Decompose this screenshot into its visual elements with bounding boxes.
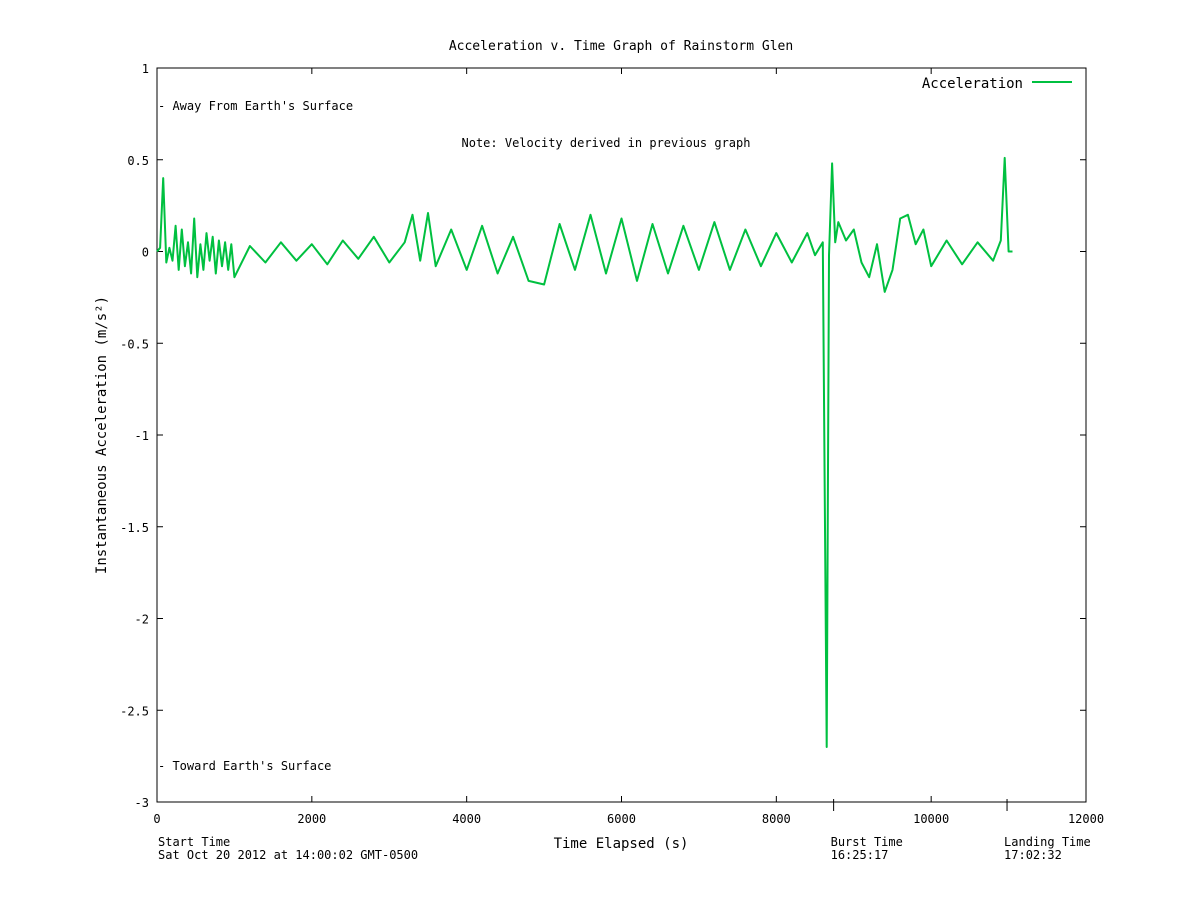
y-tick-label: 1 bbox=[142, 62, 149, 76]
burst-time-label: Burst Time bbox=[831, 835, 903, 849]
x-tick-label: 4000 bbox=[452, 812, 481, 826]
x-tick-label: 8000 bbox=[762, 812, 791, 826]
y-tick-label: -3 bbox=[135, 796, 149, 810]
x-tick-label: 2000 bbox=[297, 812, 326, 826]
y-tick-label: 0.5 bbox=[127, 154, 149, 168]
series-line-acceleration bbox=[156, 156, 1013, 748]
annotation-toward: - Toward Earth's Surface bbox=[158, 759, 331, 773]
landing-time-value: 17:02:32 bbox=[1004, 848, 1062, 862]
start-time-label: Start Time bbox=[158, 835, 230, 849]
x-axis-label: Time Elapsed (s) bbox=[554, 836, 689, 852]
annotation-note: Note: Velocity derived in previous graph bbox=[462, 136, 751, 150]
start-time-value: Sat Oct 20 2012 at 14:00:02 GMT-0500 bbox=[158, 848, 418, 862]
x-tick-label: 12000 bbox=[1068, 812, 1104, 826]
y-tick-label: -2 bbox=[135, 613, 149, 627]
y-axis-ticks: -3 -2.5 -2 -1.5 -1 -0.5 0 0.5 1 bbox=[120, 62, 1086, 810]
y-tick-label: -1 bbox=[135, 429, 149, 443]
chart-title: Acceleration v. Time Graph of Rainstorm … bbox=[449, 39, 793, 54]
event-markers bbox=[833, 799, 1008, 811]
x-tick-label: 10000 bbox=[913, 812, 949, 826]
y-axis-label: Instantaneous Acceleration (m/s²) bbox=[94, 296, 110, 574]
burst-time-value: 16:25:17 bbox=[831, 848, 889, 862]
y-tick-label: -2.5 bbox=[120, 704, 149, 718]
x-axis-ticks: 0 2000 4000 6000 8000 10000 12000 bbox=[153, 68, 1104, 826]
annotation-away: - Away From Earth's Surface bbox=[158, 99, 353, 113]
landing-time-label: Landing Time bbox=[1004, 835, 1091, 849]
y-tick-label: 0 bbox=[142, 246, 149, 260]
plot-area-frame bbox=[156, 67, 1087, 803]
x-tick-label: 6000 bbox=[607, 812, 636, 826]
y-tick-label: -0.5 bbox=[120, 337, 149, 351]
legend-label-acceleration: Acceleration bbox=[922, 76, 1023, 92]
y-tick-label: -1.5 bbox=[120, 521, 149, 535]
x-tick-label: 0 bbox=[153, 812, 160, 826]
